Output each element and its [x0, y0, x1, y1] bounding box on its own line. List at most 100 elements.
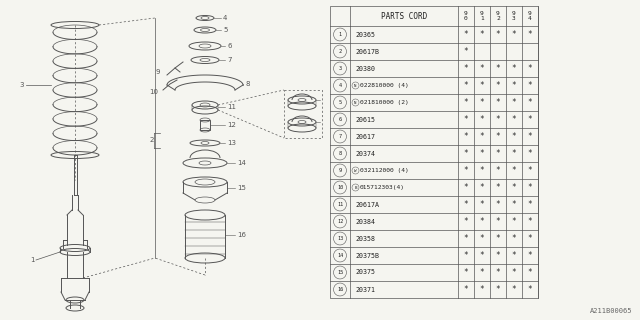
Text: 4: 4 — [339, 83, 342, 88]
Text: *: * — [464, 285, 468, 294]
Text: *: * — [512, 183, 516, 192]
Text: *: * — [528, 30, 532, 39]
Text: 9
2: 9 2 — [496, 11, 500, 21]
Text: 7: 7 — [339, 134, 342, 139]
Text: *: * — [496, 268, 500, 277]
Text: *: * — [496, 251, 500, 260]
Text: *: * — [512, 217, 516, 226]
Text: 6: 6 — [339, 117, 342, 122]
Text: 15: 15 — [237, 185, 246, 191]
Text: 7: 7 — [227, 57, 232, 63]
Text: 9: 9 — [156, 69, 160, 75]
Text: *: * — [464, 217, 468, 226]
Text: A211B00065: A211B00065 — [589, 308, 632, 314]
Text: *: * — [480, 285, 484, 294]
Text: 14: 14 — [337, 253, 343, 258]
Text: 13: 13 — [337, 236, 343, 241]
Text: 022810000 (4): 022810000 (4) — [360, 83, 409, 88]
Text: *: * — [480, 183, 484, 192]
Text: *: * — [496, 200, 500, 209]
Text: 14: 14 — [237, 160, 246, 166]
Text: *: * — [464, 268, 468, 277]
Text: 9
1: 9 1 — [480, 11, 484, 21]
Text: *: * — [496, 115, 500, 124]
Text: 20380: 20380 — [355, 66, 375, 71]
Text: *: * — [480, 166, 484, 175]
Text: N: N — [355, 84, 356, 87]
Text: *: * — [528, 217, 532, 226]
Text: 2: 2 — [339, 49, 342, 54]
Text: *: * — [496, 81, 500, 90]
Text: *: * — [496, 166, 500, 175]
Text: *: * — [496, 98, 500, 107]
Text: *: * — [480, 200, 484, 209]
Text: W: W — [355, 169, 356, 172]
Text: *: * — [512, 64, 516, 73]
Text: *: * — [480, 149, 484, 158]
Text: 8: 8 — [245, 81, 250, 87]
Text: 15: 15 — [337, 270, 343, 275]
Text: *: * — [496, 285, 500, 294]
Text: *: * — [480, 30, 484, 39]
Text: 8: 8 — [339, 151, 342, 156]
Text: 20365: 20365 — [355, 31, 375, 37]
Bar — [330, 6, 538, 298]
Text: 11: 11 — [337, 202, 343, 207]
Text: 20374: 20374 — [355, 150, 375, 156]
Text: *: * — [512, 251, 516, 260]
Text: 16: 16 — [337, 287, 343, 292]
Text: N: N — [355, 100, 356, 105]
Text: 11: 11 — [227, 104, 236, 110]
Text: *: * — [464, 81, 468, 90]
Text: 9
4: 9 4 — [528, 11, 532, 21]
Text: *: * — [528, 183, 532, 192]
Text: 10: 10 — [337, 185, 343, 190]
Text: *: * — [496, 234, 500, 243]
Text: 20617A: 20617A — [355, 202, 379, 207]
Text: 20375B: 20375B — [355, 252, 379, 259]
Text: *: * — [512, 285, 516, 294]
Text: *: * — [464, 132, 468, 141]
Text: *: * — [480, 115, 484, 124]
Text: *: * — [464, 64, 468, 73]
Text: 20617: 20617 — [355, 133, 375, 140]
Text: 6: 6 — [227, 43, 232, 49]
Text: *: * — [480, 81, 484, 90]
Bar — [200, 120, 210, 130]
Text: *: * — [496, 132, 500, 141]
Text: *: * — [528, 98, 532, 107]
Text: *: * — [480, 217, 484, 226]
Text: PARTS CORD: PARTS CORD — [381, 12, 427, 20]
Text: *: * — [528, 132, 532, 141]
Text: B: B — [355, 186, 356, 189]
Text: *: * — [512, 115, 516, 124]
Text: 12: 12 — [227, 122, 236, 128]
Text: *: * — [464, 30, 468, 39]
Text: *: * — [512, 132, 516, 141]
Text: *: * — [496, 30, 500, 39]
Text: *: * — [480, 234, 484, 243]
Text: *: * — [512, 234, 516, 243]
Text: 20358: 20358 — [355, 236, 375, 242]
Text: 20617B: 20617B — [355, 49, 379, 54]
Text: *: * — [528, 251, 532, 260]
Text: 20371: 20371 — [355, 286, 375, 292]
Text: *: * — [464, 47, 468, 56]
Text: 015712303(4): 015712303(4) — [360, 185, 405, 190]
Text: *: * — [512, 30, 516, 39]
Text: 10: 10 — [149, 89, 158, 95]
Text: *: * — [512, 166, 516, 175]
Text: *: * — [528, 285, 532, 294]
Text: *: * — [496, 217, 500, 226]
Text: *: * — [480, 268, 484, 277]
Text: 3: 3 — [339, 66, 342, 71]
Text: *: * — [480, 64, 484, 73]
Text: 5: 5 — [223, 27, 227, 33]
Text: *: * — [496, 183, 500, 192]
Text: *: * — [528, 234, 532, 243]
Text: *: * — [464, 115, 468, 124]
Text: 13: 13 — [227, 140, 236, 146]
Text: *: * — [480, 98, 484, 107]
Text: 1: 1 — [339, 32, 342, 37]
Text: *: * — [496, 64, 500, 73]
